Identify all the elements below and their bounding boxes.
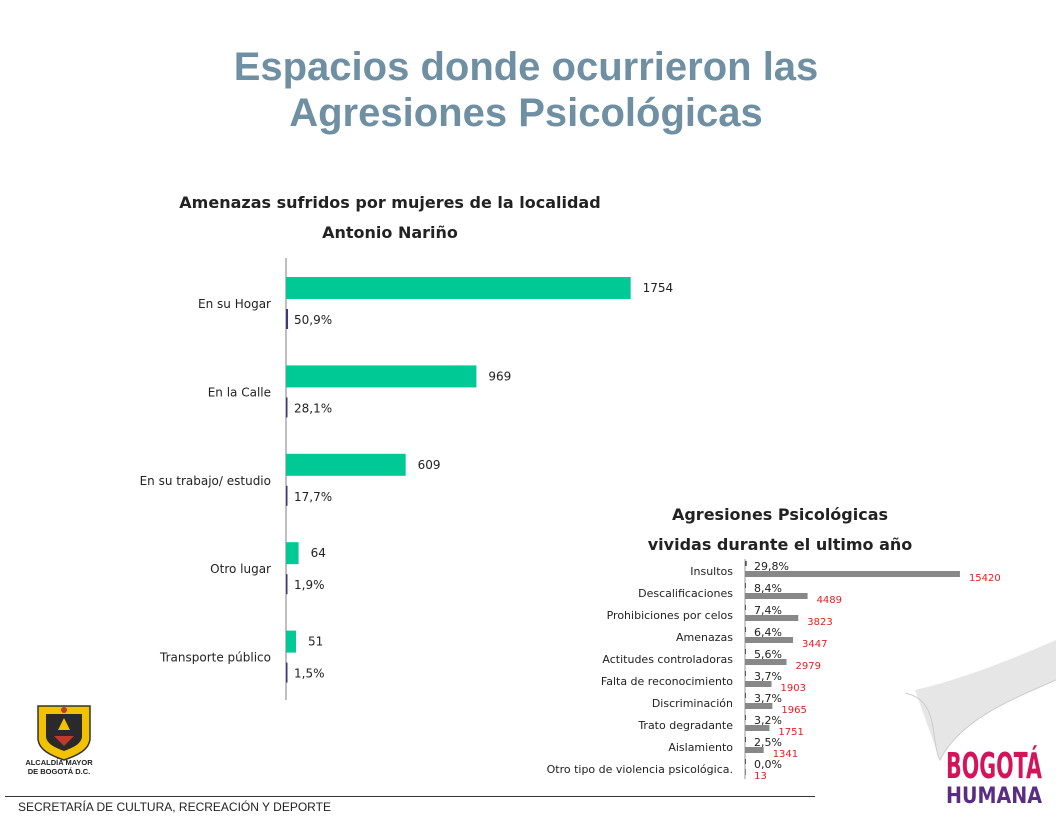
chart2-bar-insultos (745, 571, 960, 577)
chart1-pct-label: 1,5% (294, 667, 325, 681)
chart1-value-label: 64 (311, 546, 326, 560)
chart1-title: Amenazas sufridos por mujeres de la loca… (150, 188, 630, 248)
chart2-category-aislamiento: Aislamiento (668, 741, 733, 754)
chart2-value-label: 1341 (773, 749, 798, 760)
chart1-category-otro-lugar: Otro lugar (210, 562, 271, 576)
chart1-category-transporte-publico: Transporte público (159, 651, 271, 665)
chart2-title-line2: vividas durante el ultimo año (647, 535, 913, 554)
chart1-title-line1: Amenazas sufridos por mujeres de la loca… (179, 193, 601, 212)
chart1-title-line2: Antonio Nariño (322, 223, 458, 242)
chart1-value-label: 609 (418, 458, 441, 472)
chart2-value-label: 1903 (781, 683, 806, 694)
slide-title: Espacios donde ocurrieron las Agresiones… (0, 44, 1052, 136)
chart2-pct-bar-insultos (745, 561, 747, 566)
chart2-value-label: 3447 (802, 639, 827, 650)
chart2-bar-falta-de-reconocimiento (745, 681, 772, 687)
chart2-value-label: 13 (754, 771, 767, 782)
alcaldia-label: ALCALDÍA MAYOR DE BOGOTÁ D.C. (18, 758, 100, 776)
chart1-pct-bar-transporte-publico (286, 662, 288, 683)
logo-text-bogota: BOGOTÁ (946, 745, 1042, 787)
chart2-bar-descalificaciones (745, 593, 808, 599)
chart2-pct-label: 2,5% (754, 736, 782, 749)
alcaldia-line2: DE BOGOTÁ D.C. (27, 767, 91, 776)
chart1-pct-bar-otro-lugar (286, 574, 288, 595)
chart1-value-label: 969 (488, 369, 511, 383)
footer-text: SECRETARÍA DE CULTURA, RECREACIÓN Y DEPO… (18, 800, 331, 814)
chart2-title: Agresiones Psicológicas vividas durante … (610, 500, 950, 560)
chart2-pct-bar-trato-degradante (745, 715, 746, 720)
chart1-pct-label: 17,7% (294, 490, 332, 504)
footer-divider (5, 796, 815, 797)
chart1-bar-transporte-publico (286, 630, 297, 653)
chart2-pct-label: 3,7% (754, 670, 782, 683)
chart2-pct-label: 6,4% (754, 626, 782, 639)
chart2-category-discriminacion: Discriminación (652, 697, 733, 710)
chart2-pct-label: 7,4% (754, 604, 782, 617)
chart2-pct-label: 3,2% (754, 714, 782, 727)
chart1-pct-bar-en-su-trabajo-estudio (286, 485, 288, 506)
logo-text-humana: HUMANA (946, 784, 1042, 809)
chart2-bar-trato-degradante (745, 725, 770, 731)
chart2-pct-bar-falta-de-reconocimiento (745, 671, 746, 676)
chart1-bar-en-la-calle (286, 365, 477, 388)
chart1-pct-label: 1,9% (294, 578, 325, 592)
slide-title-line2: Agresiones Psicológicas (289, 91, 763, 135)
chart1-pct-bar-en-su-hogar (286, 309, 289, 329)
chart2-bar-aislamiento (745, 747, 764, 753)
chart2-pct-bar-aislamiento (745, 737, 746, 742)
chart1-pct-bar-en-la-calle (286, 397, 288, 418)
chart2-pct-label: 3,7% (754, 692, 782, 705)
chart2-pct-bar-amenazas (745, 627, 746, 632)
chart1-bar-en-su-hogar (286, 277, 631, 299)
chart2-value-label: 1965 (781, 705, 806, 716)
chart2-category-trato-degradante: Trato degradante (637, 719, 733, 732)
chart2-pct-bar-descalificaciones (745, 583, 746, 588)
chart2-value-label: 1751 (778, 727, 803, 738)
chart2-pct-bar-prohibiciones-por-celos (745, 605, 746, 610)
alcaldia-line1: ALCALDÍA MAYOR (25, 758, 93, 767)
chart1-value-label: 1754 (643, 281, 674, 295)
chart2-bar-amenazas (745, 637, 794, 643)
chart2-category-otro-tipo-de-violencia-psicologica: Otro tipo de violencia psicológica. (547, 763, 733, 776)
chart2-pct-label: 0,0% (754, 758, 782, 771)
chart2-value-label: 15420 (969, 573, 1001, 584)
chart2-category-actitudes-controladoras: Actitudes controladoras (602, 653, 733, 666)
chart1-bar-en-su-trabajo-estudio (286, 453, 406, 476)
chart2-bar-otro-tipo-de-violencia-psicologica (745, 769, 746, 775)
chart2-category-amenazas: Amenazas (676, 631, 733, 644)
chart2-category-falta-de-reconocimiento: Falta de reconocimiento (601, 675, 733, 688)
chart2-category-prohibiciones-por-celos: Prohibiciones por celos (607, 609, 734, 622)
slide-title-line1: Espacios donde ocurrieron las (233, 45, 819, 89)
chart2-bar-actitudes-controladoras (745, 659, 787, 665)
chart2-pct-bar-discriminacion (745, 693, 746, 698)
chart2-pct-bar-actitudes-controladoras (745, 649, 746, 654)
chart2-bar-prohibiciones-por-celos (745, 615, 799, 621)
chart2-category-insultos: Insultos (690, 565, 733, 578)
chart1-pct-label: 28,1% (294, 401, 332, 415)
chart2-bar-discriminacion (745, 703, 773, 709)
chart1-pct-label: 50,9% (294, 313, 332, 327)
chart2-value-label: 2979 (796, 661, 821, 672)
chart1-category-en-su-hogar: En su Hogar (198, 297, 271, 311)
chart2-value-label: 4489 (817, 595, 842, 606)
chart1-bar-otro-lugar (286, 542, 299, 565)
chart2-pct-bar-otro-tipo-de-violencia-psicologica (745, 759, 746, 764)
chart1-value-label: 51 (308, 635, 323, 649)
chart2-pct-label: 29,8% (754, 560, 789, 573)
chart2-title-line1: Agresiones Psicológicas (671, 505, 889, 524)
chart1-category-en-la-calle: En la Calle (208, 385, 271, 399)
chart2-pct-label: 5,6% (754, 648, 782, 661)
chart2-value-label: 3823 (807, 617, 832, 628)
chart2-category-descalificaciones: Descalificaciones (638, 587, 733, 600)
chart2-pct-label: 8,4% (754, 582, 782, 595)
chart1-category-en-su-trabajo-estudio: En su trabajo/ estudio (140, 474, 271, 488)
